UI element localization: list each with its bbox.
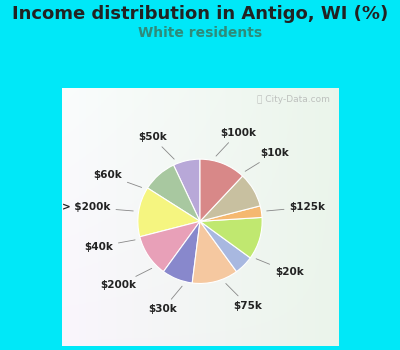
- Wedge shape: [138, 188, 200, 237]
- Wedge shape: [200, 217, 262, 258]
- Wedge shape: [200, 221, 250, 272]
- Wedge shape: [200, 176, 260, 221]
- Wedge shape: [148, 165, 200, 221]
- Text: $10k: $10k: [245, 148, 289, 171]
- Wedge shape: [174, 159, 200, 221]
- Text: $30k: $30k: [149, 286, 182, 314]
- Text: > $200k: > $200k: [62, 202, 133, 212]
- Text: $60k: $60k: [93, 170, 142, 187]
- Text: $20k: $20k: [256, 259, 304, 277]
- Wedge shape: [164, 221, 200, 283]
- Text: $40k: $40k: [84, 240, 135, 252]
- Text: $200k: $200k: [100, 268, 152, 290]
- Text: $125k: $125k: [267, 202, 326, 212]
- Wedge shape: [200, 159, 242, 221]
- Text: $100k: $100k: [216, 128, 256, 156]
- Wedge shape: [140, 221, 200, 272]
- Text: $75k: $75k: [226, 284, 262, 310]
- Wedge shape: [200, 206, 262, 221]
- Wedge shape: [192, 221, 236, 284]
- Text: $50k: $50k: [138, 132, 174, 159]
- Text: Ⓖ City-Data.com: Ⓖ City-Data.com: [257, 95, 330, 104]
- Text: White residents: White residents: [138, 26, 262, 40]
- Text: Income distribution in Antigo, WI (%): Income distribution in Antigo, WI (%): [12, 5, 388, 23]
